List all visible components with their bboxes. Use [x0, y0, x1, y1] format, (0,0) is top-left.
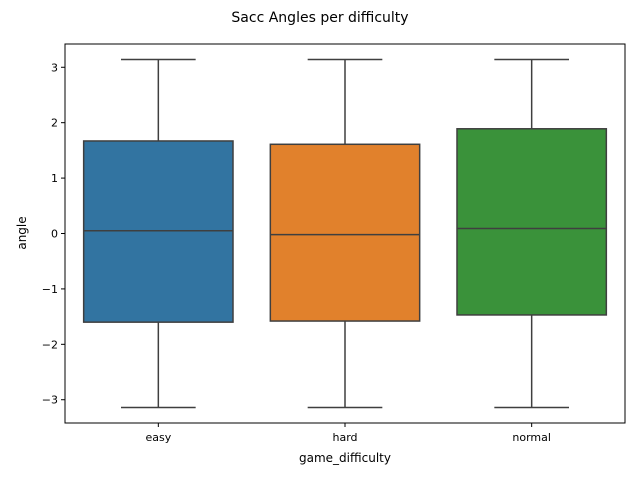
y-tick-label-3: 0 [51, 228, 58, 241]
x-tick-label-normal: normal [512, 431, 551, 444]
x-axis-label: game_difficulty [299, 451, 391, 465]
axes-frame [64, 43, 626, 424]
y-tick-label-4: 1 [51, 172, 58, 185]
box-normal [456, 128, 608, 316]
y-tick-label-5: 2 [51, 117, 58, 130]
box-hard [269, 143, 421, 322]
y-tick-label-6: 3 [51, 61, 58, 74]
x-tick-label-easy: easy [145, 431, 171, 444]
plot-area: easy hard normal −3 −2 −1 0 1 2 3 [42, 43, 626, 444]
y-tick-label-0: −3 [42, 394, 58, 407]
y-axis-label: angle [15, 216, 29, 249]
y-tick-label-1: −2 [42, 338, 58, 351]
box-easy [82, 140, 234, 323]
y-tick-label-2: −1 [42, 283, 58, 296]
chart-title: Sacc Angles per difficulty [231, 10, 408, 26]
x-tick-label-hard: hard [332, 431, 357, 444]
